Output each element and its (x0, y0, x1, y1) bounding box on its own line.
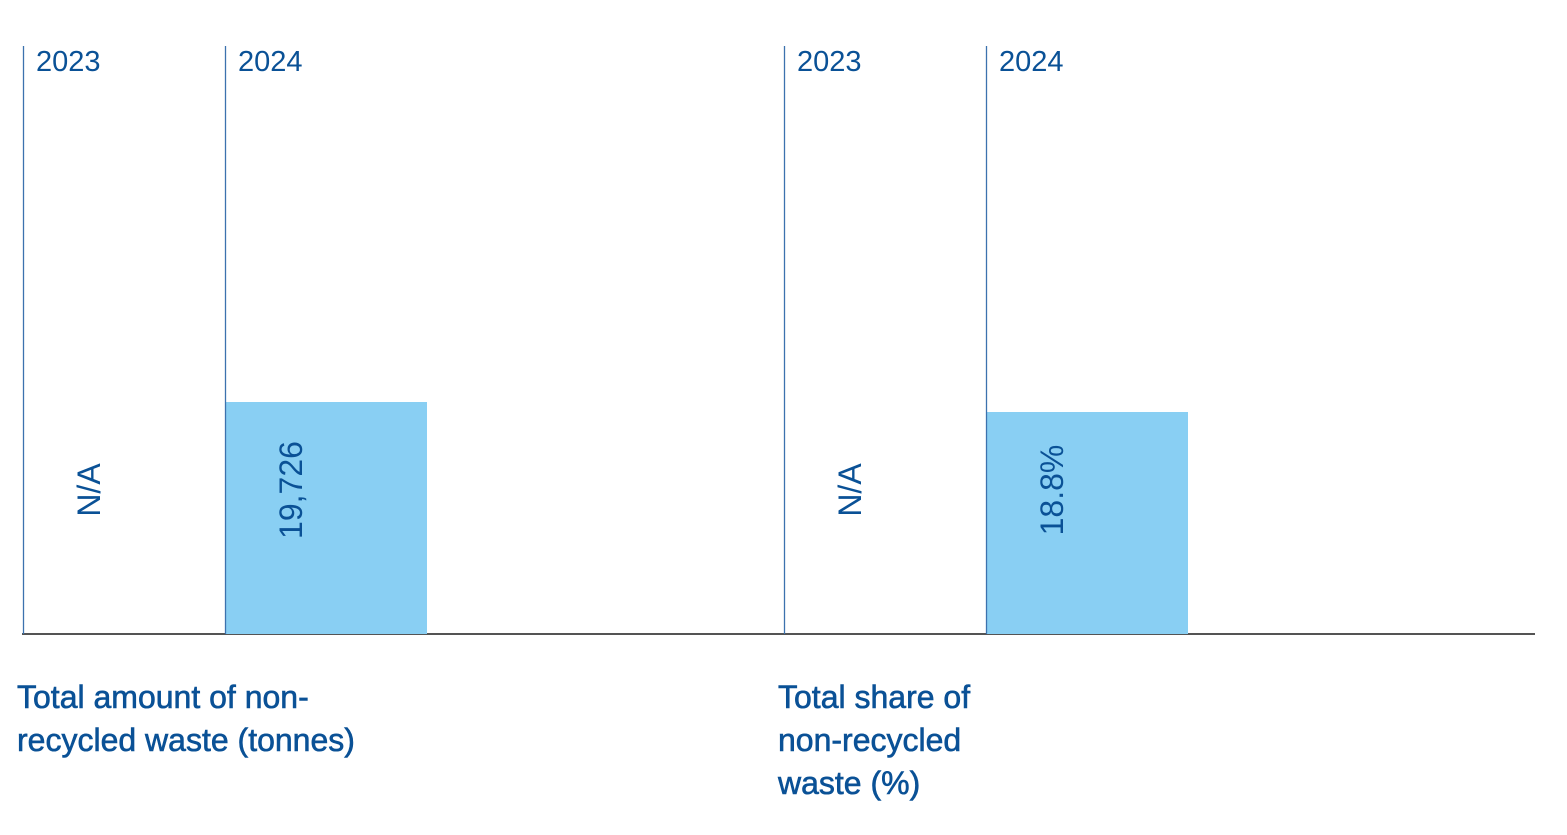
panel-non-recycled-tonnes: 2023 N/A 2024 19,726 (22, 46, 427, 634)
data-label-2024: 19,726 (273, 441, 309, 539)
data-label-2023: N/A (832, 463, 868, 517)
category-label-2024: 2024 (999, 46, 1064, 78)
data-label-2024: 18.8% (1034, 445, 1070, 536)
data-label-2023: N/A (71, 463, 107, 517)
panel-non-recycled-share: 2023 N/A 2024 18.8% (783, 46, 1188, 634)
category-label-2023: 2023 (797, 46, 862, 78)
category-label-2023: 2023 (36, 46, 101, 78)
bar-2024 (986, 412, 1188, 634)
chart-title-share: Total share of non-recycled waste (%) (778, 679, 971, 802)
bar-2024 (225, 402, 427, 634)
chart-title-tonnes: Total amount of non-recycled waste (tonn… (17, 679, 356, 759)
category-label-2024: 2024 (238, 46, 303, 78)
